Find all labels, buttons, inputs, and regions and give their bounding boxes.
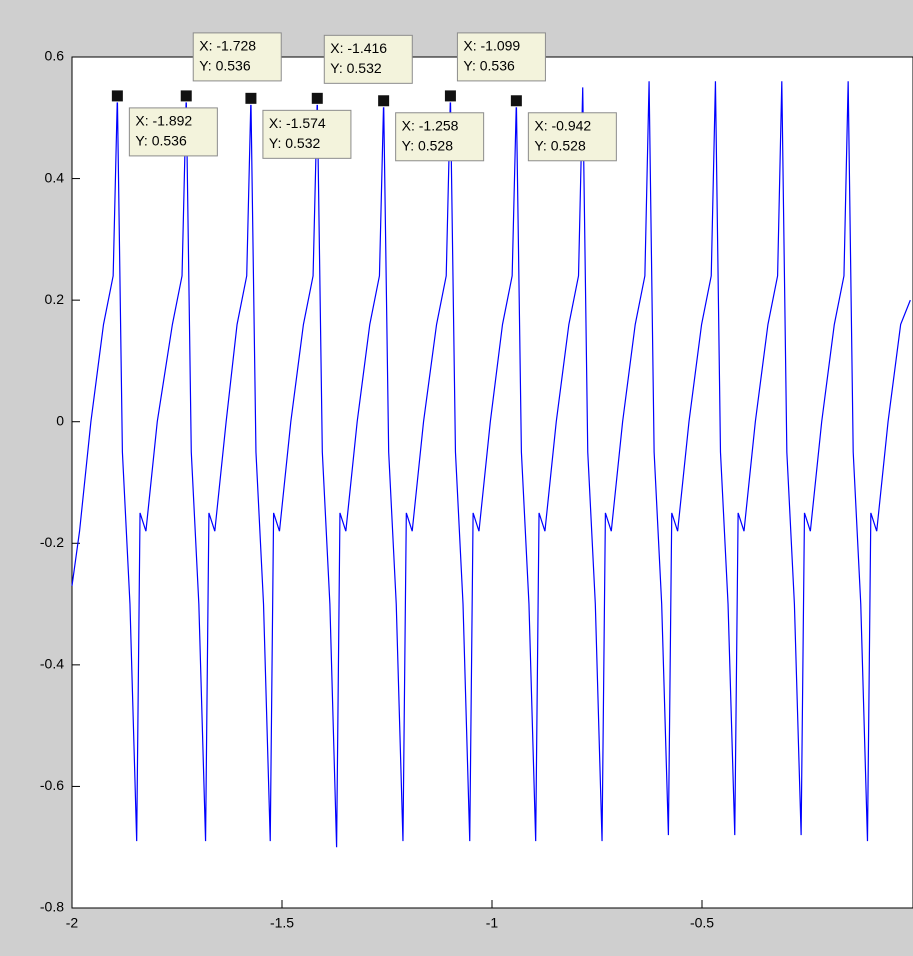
datatip-x-label: X: -1.099 bbox=[463, 38, 520, 54]
y-tick-label: -0.2 bbox=[40, 534, 64, 550]
datatip-x-label: X: -1.892 bbox=[135, 113, 192, 129]
datatip-marker bbox=[444, 90, 456, 102]
y-tick-label: 0.4 bbox=[45, 169, 65, 185]
datatip-y-label: Y: 0.528 bbox=[534, 137, 586, 153]
y-tick-label: -0.6 bbox=[40, 777, 64, 793]
datatip-marker bbox=[378, 95, 390, 107]
datatip-y-label: Y: 0.536 bbox=[135, 133, 187, 149]
x-tick-label: -2 bbox=[66, 915, 79, 931]
datatip-y-label: Y: 0.532 bbox=[330, 60, 382, 76]
plot-area bbox=[72, 57, 913, 908]
datatip-x-label: X: -1.574 bbox=[269, 115, 326, 131]
datatip-marker bbox=[111, 90, 123, 102]
x-tick-label: -1.5 bbox=[270, 915, 294, 931]
datatip-marker bbox=[245, 92, 257, 104]
y-tick-label: -0.8 bbox=[40, 899, 64, 915]
datatip-marker bbox=[180, 90, 192, 102]
x-tick-label: -1 bbox=[486, 915, 499, 931]
y-tick-label: 0 bbox=[56, 412, 64, 428]
y-tick-label: 0.6 bbox=[45, 48, 65, 64]
datatip-y-label: Y: 0.536 bbox=[463, 58, 515, 74]
datatip-x-label: X: -1.728 bbox=[199, 38, 256, 54]
datatip-y-label: Y: 0.532 bbox=[269, 135, 321, 151]
datatip-y-label: Y: 0.536 bbox=[199, 58, 251, 74]
datatip-x-label: X: -1.416 bbox=[330, 40, 387, 56]
y-tick-label: 0.2 bbox=[45, 291, 65, 307]
datatip-x-label: X: -1.258 bbox=[402, 117, 459, 133]
datatip-marker bbox=[510, 95, 522, 107]
datatip-marker bbox=[311, 92, 323, 104]
y-tick-label: -0.4 bbox=[40, 656, 64, 672]
chart: -0.8 -0.6 -0.4 -0.2 0 0.2 0.4 0.6 -2 -1.5 -1 -0.5 X:… bbox=[0, 0, 913, 956]
page: -0.8 -0.6 -0.4 -0.2 0 0.2 0.4 0.6 -2 -1.5 -1 -0.5 X:… bbox=[0, 0, 913, 956]
x-tick-label: -0.5 bbox=[690, 915, 714, 931]
datatip-x-label: X: -0.942 bbox=[534, 117, 591, 133]
datatip-y-label: Y: 0.528 bbox=[402, 137, 454, 153]
